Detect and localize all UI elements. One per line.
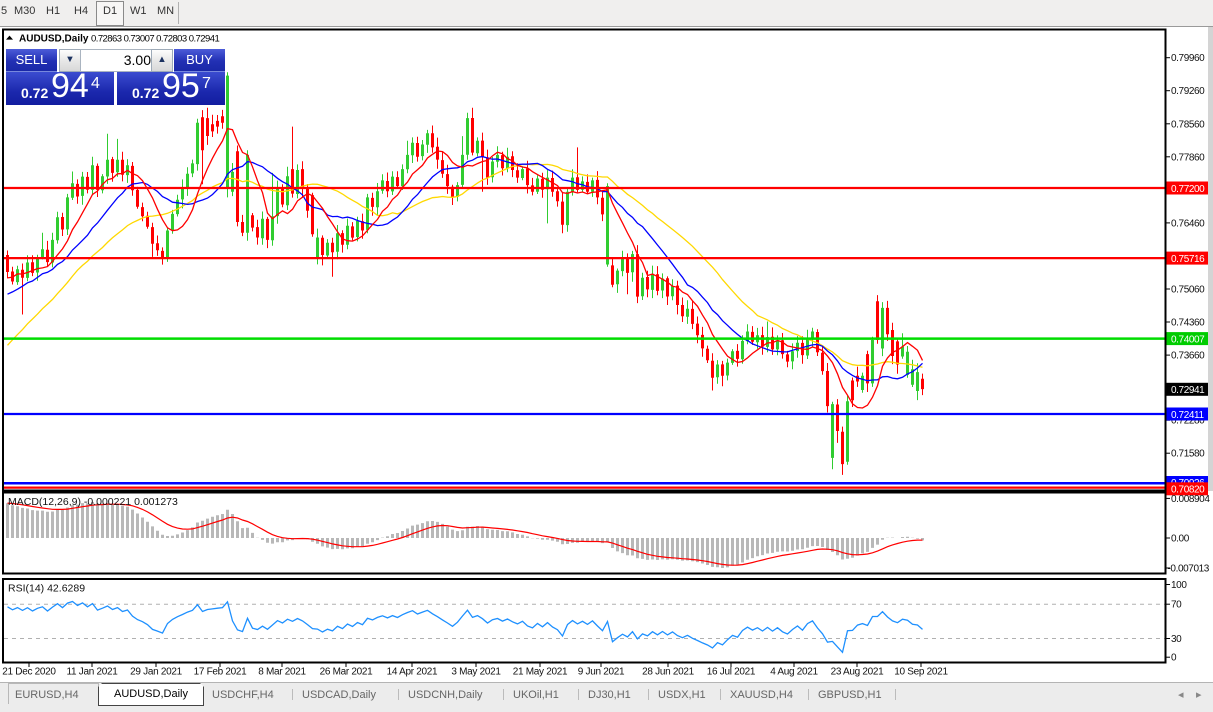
svg-text:3 May 2021: 3 May 2021: [451, 667, 501, 678]
svg-text:4 Aug 2021: 4 Aug 2021: [770, 667, 818, 678]
svg-text:70: 70: [1171, 600, 1182, 611]
svg-text:0.70820: 0.70820: [1171, 485, 1205, 496]
svg-text:26 Mar 2021: 26 Mar 2021: [320, 667, 374, 678]
svg-text:0.79960: 0.79960: [1171, 53, 1205, 64]
svg-text:100: 100: [1171, 580, 1187, 591]
svg-text:0.72863 0.73007 0.72803 0.7294: 0.72863 0.73007 0.72803 0.72941: [91, 34, 219, 45]
svg-text:0.76460: 0.76460: [1171, 218, 1205, 229]
svg-text:0.77860: 0.77860: [1171, 152, 1205, 163]
svg-text:0.73660: 0.73660: [1171, 351, 1205, 362]
svg-text:11 Jan 2021: 11 Jan 2021: [66, 667, 118, 678]
svg-text:0.74007: 0.74007: [1171, 334, 1205, 345]
svg-text:10 Sep 2021: 10 Sep 2021: [894, 667, 948, 678]
svg-text:AUDUSD,Daily: AUDUSD,Daily: [19, 34, 89, 45]
svg-text:21 Dec 2020: 21 Dec 2020: [2, 667, 56, 678]
svg-text:0.72411: 0.72411: [1171, 410, 1204, 421]
svg-text:30: 30: [1171, 634, 1182, 645]
svg-text:0.79260: 0.79260: [1171, 86, 1205, 97]
svg-text:8 Mar 2021: 8 Mar 2021: [258, 667, 306, 678]
svg-text:0.008904: 0.008904: [1171, 494, 1210, 505]
svg-text:0.00: 0.00: [1171, 534, 1190, 545]
svg-text:0.71580: 0.71580: [1171, 449, 1205, 460]
svg-text:0.72941: 0.72941: [1171, 385, 1205, 396]
svg-text:0.75060: 0.75060: [1171, 285, 1205, 296]
svg-text:14 Apr 2021: 14 Apr 2021: [387, 667, 438, 678]
svg-text:RSI(14) 42.6289: RSI(14) 42.6289: [8, 583, 85, 595]
svg-text:0.77200: 0.77200: [1171, 184, 1205, 195]
svg-text:0.75716: 0.75716: [1171, 254, 1205, 265]
svg-text:0: 0: [1171, 653, 1177, 664]
svg-text:28 Jun 2021: 28 Jun 2021: [642, 667, 694, 678]
svg-text:0.72280: 0.72280: [1171, 416, 1205, 427]
svg-text:17 Feb 2021: 17 Feb 2021: [194, 667, 248, 678]
svg-text:29 Jan 2021: 29 Jan 2021: [130, 667, 182, 678]
svg-text:0.78560: 0.78560: [1171, 119, 1205, 130]
svg-text:16 Jul 2021: 16 Jul 2021: [707, 667, 756, 678]
svg-text:-0.007013: -0.007013: [1168, 564, 1210, 575]
svg-text:21 May 2021: 21 May 2021: [513, 667, 568, 678]
svg-text:9 Jun 2021: 9 Jun 2021: [578, 667, 625, 678]
svg-text:MACD(12,26,9) -0.000221 0.0012: MACD(12,26,9) -0.000221 0.001273: [8, 496, 178, 508]
svg-text:0.74360: 0.74360: [1171, 318, 1205, 329]
svg-text:23 Aug 2021: 23 Aug 2021: [831, 667, 885, 678]
